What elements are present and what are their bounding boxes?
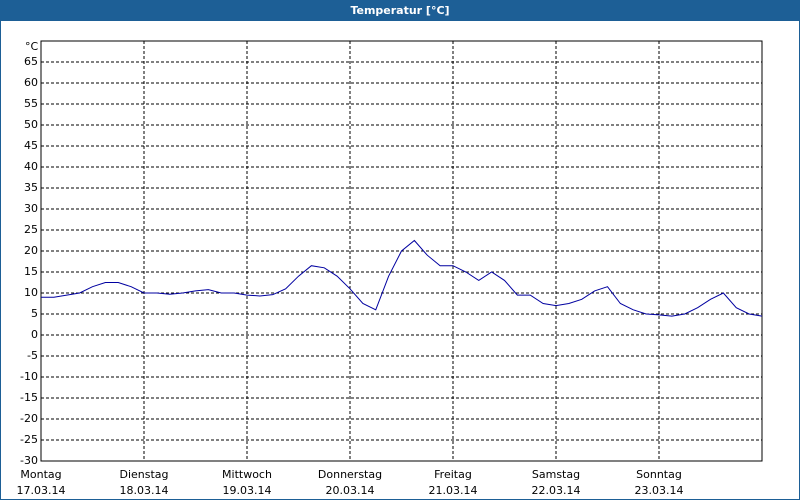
y-tick-label: -20 bbox=[20, 412, 38, 425]
y-tick-label: -30 bbox=[20, 454, 38, 467]
day-date: 19.03.14 bbox=[223, 484, 272, 497]
y-tick-label: 30 bbox=[24, 202, 38, 215]
day-date: 22.03.14 bbox=[532, 484, 581, 497]
temperature-line bbox=[41, 239, 763, 317]
y-tick-label: 5 bbox=[31, 307, 38, 320]
day-date: 20.03.14 bbox=[326, 484, 375, 497]
y-tick-label: 0 bbox=[31, 328, 38, 341]
day-name: Freitag bbox=[434, 468, 472, 481]
y-tick-label: 55 bbox=[24, 97, 38, 110]
y-tick-label: 60 bbox=[24, 76, 38, 89]
y-tick-label: -25 bbox=[20, 433, 38, 446]
day-name: Samstag bbox=[532, 468, 580, 481]
day-name: Sonntag bbox=[636, 468, 682, 481]
day-name: Donnerstag bbox=[318, 468, 382, 481]
y-tick-label: 20 bbox=[24, 244, 38, 257]
y-tick-label: -5 bbox=[27, 349, 38, 362]
y-tick-label: 10 bbox=[24, 286, 38, 299]
y-tick-label: 35 bbox=[24, 181, 38, 194]
y-tick-label: 15 bbox=[24, 265, 38, 278]
day-date: 17.03.14 bbox=[17, 484, 66, 497]
y-tick-label: 45 bbox=[24, 139, 38, 152]
day-name: Dienstag bbox=[119, 468, 168, 481]
y-tick-label: -10 bbox=[20, 370, 38, 383]
title-bar: Temperatur [°C] bbox=[1, 1, 799, 21]
day-name: Montag bbox=[20, 468, 61, 481]
y-tick-label: 40 bbox=[24, 160, 38, 173]
y-tick-label: 65 bbox=[24, 55, 38, 68]
day-date: 21.03.14 bbox=[429, 484, 478, 497]
y-tick-label: 50 bbox=[24, 118, 38, 131]
y-tick-label: 25 bbox=[24, 223, 38, 236]
day-date: 23.03.14 bbox=[635, 484, 684, 497]
day-date: 18.03.14 bbox=[120, 484, 169, 497]
day-name: Mittwoch bbox=[222, 468, 272, 481]
y-tick-label: -15 bbox=[20, 391, 38, 404]
y-unit: °C bbox=[25, 40, 39, 53]
